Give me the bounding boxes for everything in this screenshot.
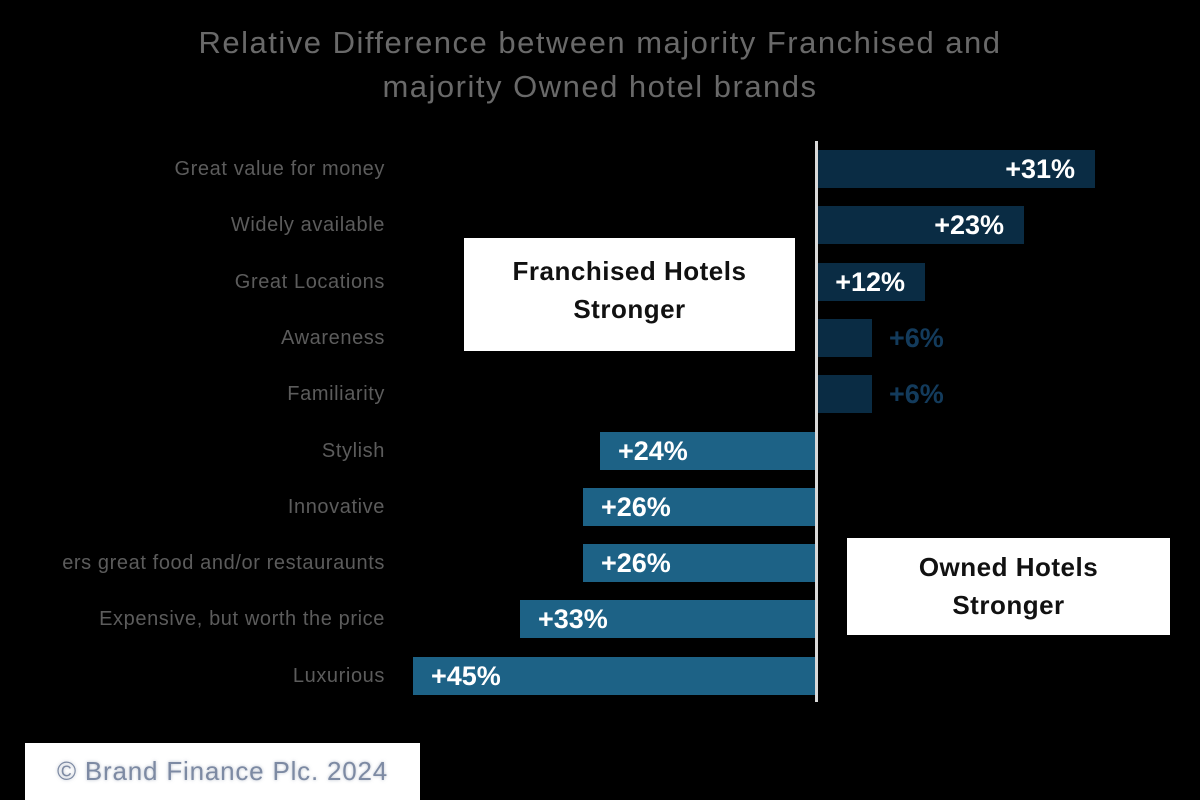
bar-left: +33% bbox=[520, 600, 815, 638]
category-label: ers great food and/or restauraunts bbox=[62, 552, 385, 574]
bar-right bbox=[818, 319, 872, 357]
bar-left: +45% bbox=[413, 657, 815, 695]
category-label: Great Locations bbox=[234, 271, 385, 293]
category-label: Innovative bbox=[287, 496, 385, 518]
chart-title-line1: Relative Difference between majority Fra… bbox=[198, 25, 1002, 60]
copyright-text: © Brand Finance Plc. 2024 bbox=[56, 756, 389, 786]
chart-title-line2: majority Owned hotel brands bbox=[382, 69, 818, 104]
annotation-owned-hotels-stronger: Owned Hotels Stronger bbox=[847, 538, 1170, 635]
bar-right bbox=[818, 375, 872, 413]
bar-right: +12% bbox=[818, 263, 925, 301]
copyright-box: © Brand Finance Plc. 2024 bbox=[25, 743, 420, 800]
annotation-right-line2: Stronger bbox=[952, 590, 1065, 620]
category-label: Luxurious bbox=[292, 665, 385, 687]
category-label: Awareness bbox=[281, 327, 385, 349]
category-label: Stylish bbox=[321, 440, 385, 462]
center-axis-line bbox=[815, 141, 818, 702]
chart-title: Relative Difference between majority Fra… bbox=[0, 21, 1200, 109]
category-label: Widely available bbox=[230, 214, 385, 236]
category-label: Expensive, but worth the price bbox=[99, 608, 385, 630]
value-label-outside: +6% bbox=[889, 379, 944, 409]
category-label: Great value for money bbox=[174, 158, 385, 180]
bar-left: +26% bbox=[583, 544, 815, 582]
bar-left: +24% bbox=[600, 432, 815, 470]
annotation-franchised-hotels-stronger: Franchised Hotels Stronger bbox=[464, 238, 795, 351]
bar-right: +23% bbox=[818, 206, 1024, 244]
annotation-left-line2: Stronger bbox=[573, 294, 686, 324]
category-label: Familiarity bbox=[287, 383, 385, 405]
annotation-left-line1: Franchised Hotels bbox=[512, 256, 747, 286]
value-label-outside: +6% bbox=[889, 323, 944, 353]
annotation-right-line1: Owned Hotels bbox=[918, 552, 1099, 582]
bar-right: +31% bbox=[818, 150, 1095, 188]
bar-left: +26% bbox=[583, 488, 815, 526]
